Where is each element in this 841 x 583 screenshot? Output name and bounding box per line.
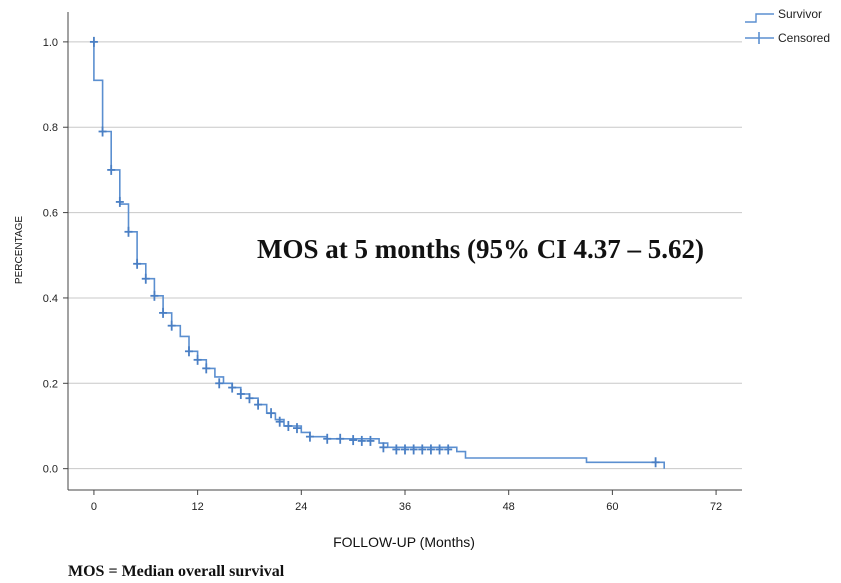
x-tick-label: 36	[399, 501, 411, 513]
legend-censored-label: Censored	[778, 31, 830, 45]
footnote: MOS = Median overall survival	[68, 563, 285, 580]
legend-survivor-label: Survivor	[778, 7, 822, 21]
gridlines	[68, 41, 742, 470]
y-tick-label: 0.0	[43, 464, 58, 476]
censor-mark	[193, 354, 202, 365]
censor-mark	[98, 126, 107, 137]
censor-mark	[133, 258, 142, 269]
censor-mark	[305, 431, 314, 442]
censor-mark	[124, 226, 133, 237]
median-survival-annotation: MOS at 5 months (95% CI 4.37 – 5.62)	[257, 234, 704, 264]
y-tick-label: 0.2	[43, 378, 58, 390]
censor-mark	[366, 435, 375, 446]
x-tick-label: 72	[710, 501, 722, 513]
y-axis-title: PERCENTAGE	[14, 216, 25, 284]
y-tick-label: 0.4	[43, 293, 58, 305]
censor-mark	[215, 378, 224, 389]
x-tick-label: 12	[191, 501, 203, 513]
censor-mark	[401, 444, 409, 455]
censor-mark	[357, 435, 366, 446]
censor-mark	[444, 444, 453, 455]
censor-mark	[228, 382, 237, 393]
censor-mark	[426, 444, 435, 455]
y-tick-label: 0.6	[43, 208, 58, 220]
censor-mark	[159, 307, 168, 318]
x-tick-label: 48	[503, 501, 515, 513]
censor-mark	[236, 388, 245, 399]
censor-mark	[379, 442, 388, 453]
y-axis-ticks: 0.0 0.2 0.4 0.6 0.8 1.0	[43, 37, 68, 476]
y-tick-label: 0.8	[43, 122, 58, 134]
censor-mark	[349, 435, 358, 446]
censor-mark	[184, 346, 193, 357]
x-tick-label: 24	[295, 501, 307, 513]
x-tick-label: 0	[91, 501, 97, 513]
censor-mark	[409, 444, 418, 455]
y-tick-label: 1.0	[43, 37, 58, 49]
censor-mark	[167, 320, 176, 331]
survival-step-line	[93, 41, 665, 469]
legend-survivor-swatch	[745, 13, 774, 23]
censor-mark	[245, 393, 254, 404]
censor-mark	[292, 423, 301, 434]
censor-mark	[418, 444, 427, 455]
censor-mark	[115, 196, 124, 207]
censor-mark	[254, 399, 263, 410]
censor-mark	[284, 420, 293, 431]
censor-mark	[89, 36, 98, 47]
censor-mark	[435, 444, 444, 455]
censor-mark	[392, 444, 401, 455]
censor-mark	[107, 164, 116, 175]
censor-mark	[150, 290, 159, 301]
x-tick-label: 60	[606, 501, 618, 513]
censor-mark	[323, 433, 332, 444]
censor-mark	[651, 457, 660, 468]
censor-mark	[141, 273, 150, 284]
censor-marks	[89, 36, 660, 468]
censor-mark	[275, 416, 284, 427]
censor-mark	[202, 363, 211, 374]
x-axis-title: FOLLOW-UP (Months)	[333, 534, 475, 550]
censor-mark	[267, 408, 276, 419]
x-axis-ticks: 0 12 24 36 48 60 72	[91, 490, 722, 513]
censor-mark	[336, 433, 345, 444]
legend: Survivor Censored	[745, 7, 830, 45]
legend-censored-swatch	[745, 32, 774, 44]
